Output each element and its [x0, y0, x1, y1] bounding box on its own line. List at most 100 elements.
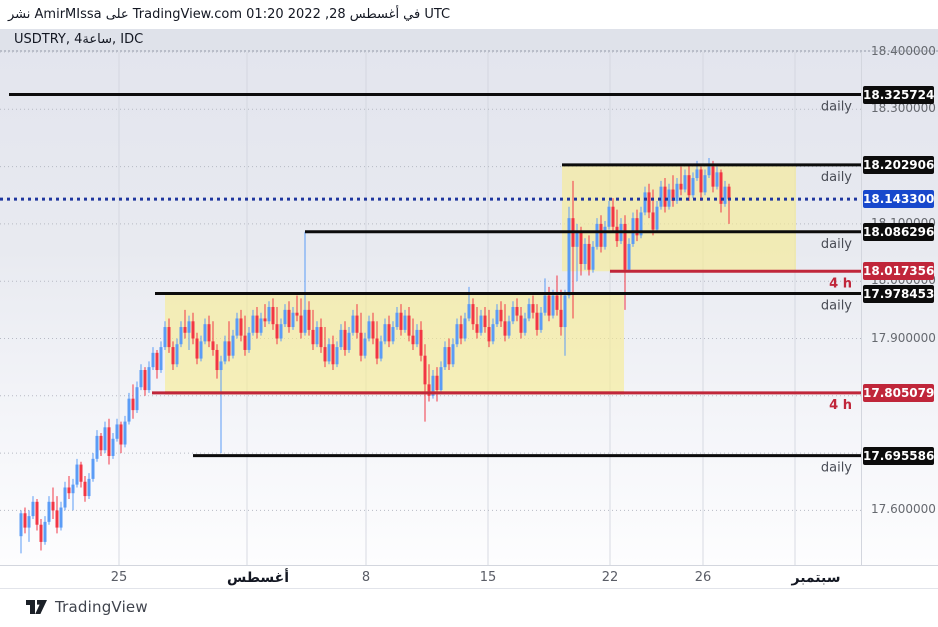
symbol-title-bar: USDTRY, 4ساعة, IDC — [0, 29, 938, 52]
candle-up — [463, 318, 467, 339]
candle-down — [307, 309, 311, 330]
candle-up — [659, 186, 663, 207]
tradingview-logo[interactable]: TradingView — [26, 598, 148, 616]
candle-up — [643, 192, 647, 213]
candlestick-chart[interactable]: daily daily daily 4 h daily 4 h daily — [0, 51, 861, 565]
candle-up — [127, 398, 131, 422]
candle-up — [151, 352, 155, 368]
level-timeframe-label: daily — [821, 170, 852, 185]
tradingview-logo-text: TradingView — [55, 598, 148, 616]
candle-down — [515, 306, 519, 316]
candle-up — [259, 318, 263, 333]
price-level-badge: 18.017356 — [863, 262, 935, 281]
candle-down — [311, 329, 315, 345]
candle-down — [611, 206, 615, 227]
candle-down — [375, 338, 379, 359]
candle-up — [655, 206, 659, 230]
candle-up — [139, 370, 143, 388]
candle-down — [711, 166, 715, 187]
candle-up — [379, 341, 383, 359]
candle-down — [287, 309, 291, 328]
candle-down — [215, 349, 219, 371]
price-chart-plot[interactable]: daily daily daily 4 h daily 4 h daily — [0, 51, 861, 565]
candle-up — [71, 484, 75, 494]
candle-down — [323, 347, 327, 362]
candle-down — [483, 315, 487, 328]
candlesticks — [19, 158, 731, 554]
price-level-badge: 17.695586 — [863, 446, 935, 465]
price-level-badge: 17.978453 — [863, 284, 935, 303]
candle-up — [103, 427, 107, 451]
candle-down — [419, 329, 423, 356]
candle-down — [599, 223, 603, 247]
candle-up — [175, 344, 179, 365]
level-timeframe-label: daily — [821, 237, 852, 252]
candle-down — [503, 321, 507, 336]
candle-down — [679, 183, 683, 190]
level-lines: daily daily daily 4 h daily 4 h daily — [0, 93, 861, 476]
candle-up — [507, 321, 511, 336]
candle-down — [531, 304, 535, 313]
candle-up — [351, 315, 355, 333]
symbol-title: USDTRY, 4ساعة, IDC — [14, 32, 144, 47]
candle-up — [511, 306, 515, 322]
candle-up — [703, 175, 707, 193]
candle-down — [587, 243, 591, 270]
candle-up — [339, 329, 343, 348]
candle-up — [163, 327, 167, 348]
time-tick-label: أغسطس — [226, 570, 290, 586]
price-level-badge: 18.325724 — [863, 85, 935, 104]
candle-up — [91, 458, 95, 479]
candle-up — [327, 344, 331, 362]
candle-down — [51, 501, 55, 511]
candle-down — [191, 321, 195, 339]
candle-up — [491, 324, 495, 342]
candle-down — [319, 327, 323, 348]
candle-up — [683, 175, 687, 190]
horizontal-gridlines — [0, 51, 861, 511]
candle-down — [427, 384, 431, 396]
candle-down — [719, 172, 723, 204]
candle-down — [155, 352, 159, 371]
candle-up — [523, 318, 527, 333]
level-timeframe-label: 4 h — [829, 276, 852, 291]
candle-down — [399, 312, 403, 330]
level-timeframe-label: daily — [821, 299, 852, 314]
candle-up — [31, 501, 35, 517]
candle-down — [99, 435, 103, 451]
candle-down — [195, 338, 199, 359]
candle-down — [475, 324, 479, 333]
candle-down — [23, 513, 27, 528]
candle-up — [583, 243, 587, 265]
candle-down — [243, 335, 247, 350]
candle-down — [555, 295, 559, 310]
candle-down — [487, 327, 491, 342]
candle-down — [271, 306, 275, 325]
candle-up — [415, 329, 419, 345]
time-tick-label: 25 — [110, 570, 128, 585]
candle-up — [367, 321, 371, 339]
candle-down — [183, 327, 187, 333]
candle-up — [47, 501, 51, 522]
candle-up — [563, 295, 567, 328]
price-axis[interactable]: 18.40000018.30000018.10000018.00000017.9… — [861, 44, 938, 565]
candle-down — [651, 212, 655, 230]
candle-up — [303, 309, 307, 333]
time-tick-label: 22 — [601, 570, 619, 585]
candle-up — [179, 327, 183, 345]
time-axis[interactable]: 25 أغسطس 8 15 22 26 سبتمبر — [0, 565, 938, 589]
candle-up — [223, 341, 227, 362]
candle-down — [671, 189, 675, 201]
candle-up — [247, 332, 251, 350]
candle-down — [83, 481, 87, 497]
candle-down — [459, 324, 463, 339]
candle-up — [551, 295, 555, 316]
time-tick-label: سبتمبر — [791, 570, 841, 586]
price-tick-label: 18.400000 — [871, 44, 936, 58]
candle-up — [283, 309, 287, 325]
candle-down — [663, 186, 667, 207]
price-level-badge: 18.086296 — [863, 222, 935, 241]
candle-down — [239, 318, 243, 336]
candle-up — [135, 387, 139, 411]
